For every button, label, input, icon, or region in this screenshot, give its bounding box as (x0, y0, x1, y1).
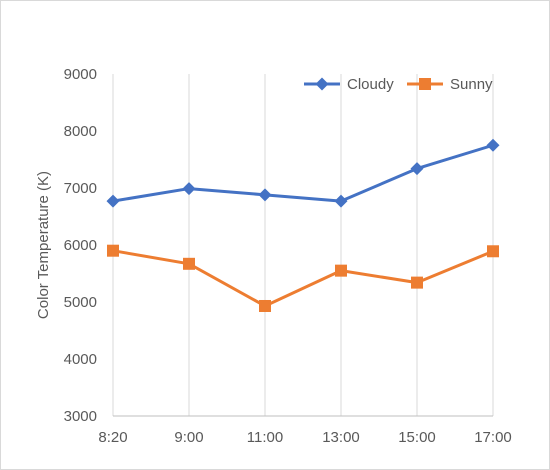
legend-marker-cloudy (315, 77, 329, 91)
y-tick-label: 7000 (64, 180, 97, 197)
y-tick-label: 4000 (64, 351, 97, 368)
x-tick-label: 13:00 (322, 429, 360, 446)
x-tick-label: 17:00 (474, 429, 512, 446)
legend-item-sunny: Sunny (407, 76, 493, 93)
series-line-cloudy (112, 143, 494, 203)
x-tick-label: 15:00 (398, 429, 436, 446)
point-sunny (411, 276, 423, 289)
series-line-sunny (112, 249, 494, 308)
x-tick-label: 8:20 (98, 429, 127, 446)
series-sunny (107, 244, 499, 312)
point-sunny (335, 264, 347, 277)
point-cloudy (106, 194, 120, 208)
y-tick-label: 3000 (64, 408, 97, 425)
y-tick-label: 8000 (64, 123, 97, 140)
point-sunny (259, 299, 271, 312)
point-cloudy (410, 162, 424, 176)
point-sunny (487, 245, 499, 258)
y-tick-label: 6000 (64, 237, 97, 254)
point-cloudy (334, 194, 348, 208)
x-tick-label: 9:00 (174, 429, 203, 446)
point-cloudy (486, 138, 500, 152)
series-cloudy (106, 138, 500, 208)
legend: Cloudy Sunny (304, 76, 493, 93)
point-sunny (107, 244, 119, 257)
x-axis-ticks: 8:20 9:00 11:00 13:00 15:00 17:00 (98, 429, 511, 446)
y-tick-label: 9000 (64, 66, 97, 83)
legend-label-cloudy: Cloudy (347, 76, 394, 93)
legend-item-cloudy: Cloudy (304, 76, 394, 93)
y-axis-title: Color Temperature (K) (35, 171, 52, 319)
point-cloudy (258, 188, 272, 202)
gridlines (112, 74, 494, 416)
y-axis-ticks: 3000 4000 5000 6000 7000 8000 9000 (64, 66, 97, 425)
point-sunny (183, 257, 195, 270)
series (106, 138, 500, 312)
legend-label-sunny: Sunny (450, 76, 493, 93)
x-tick-label: 11:00 (247, 429, 283, 446)
y-tick-label: 5000 (64, 294, 97, 311)
point-cloudy (182, 182, 196, 196)
legend-marker-sunny (419, 78, 431, 90)
